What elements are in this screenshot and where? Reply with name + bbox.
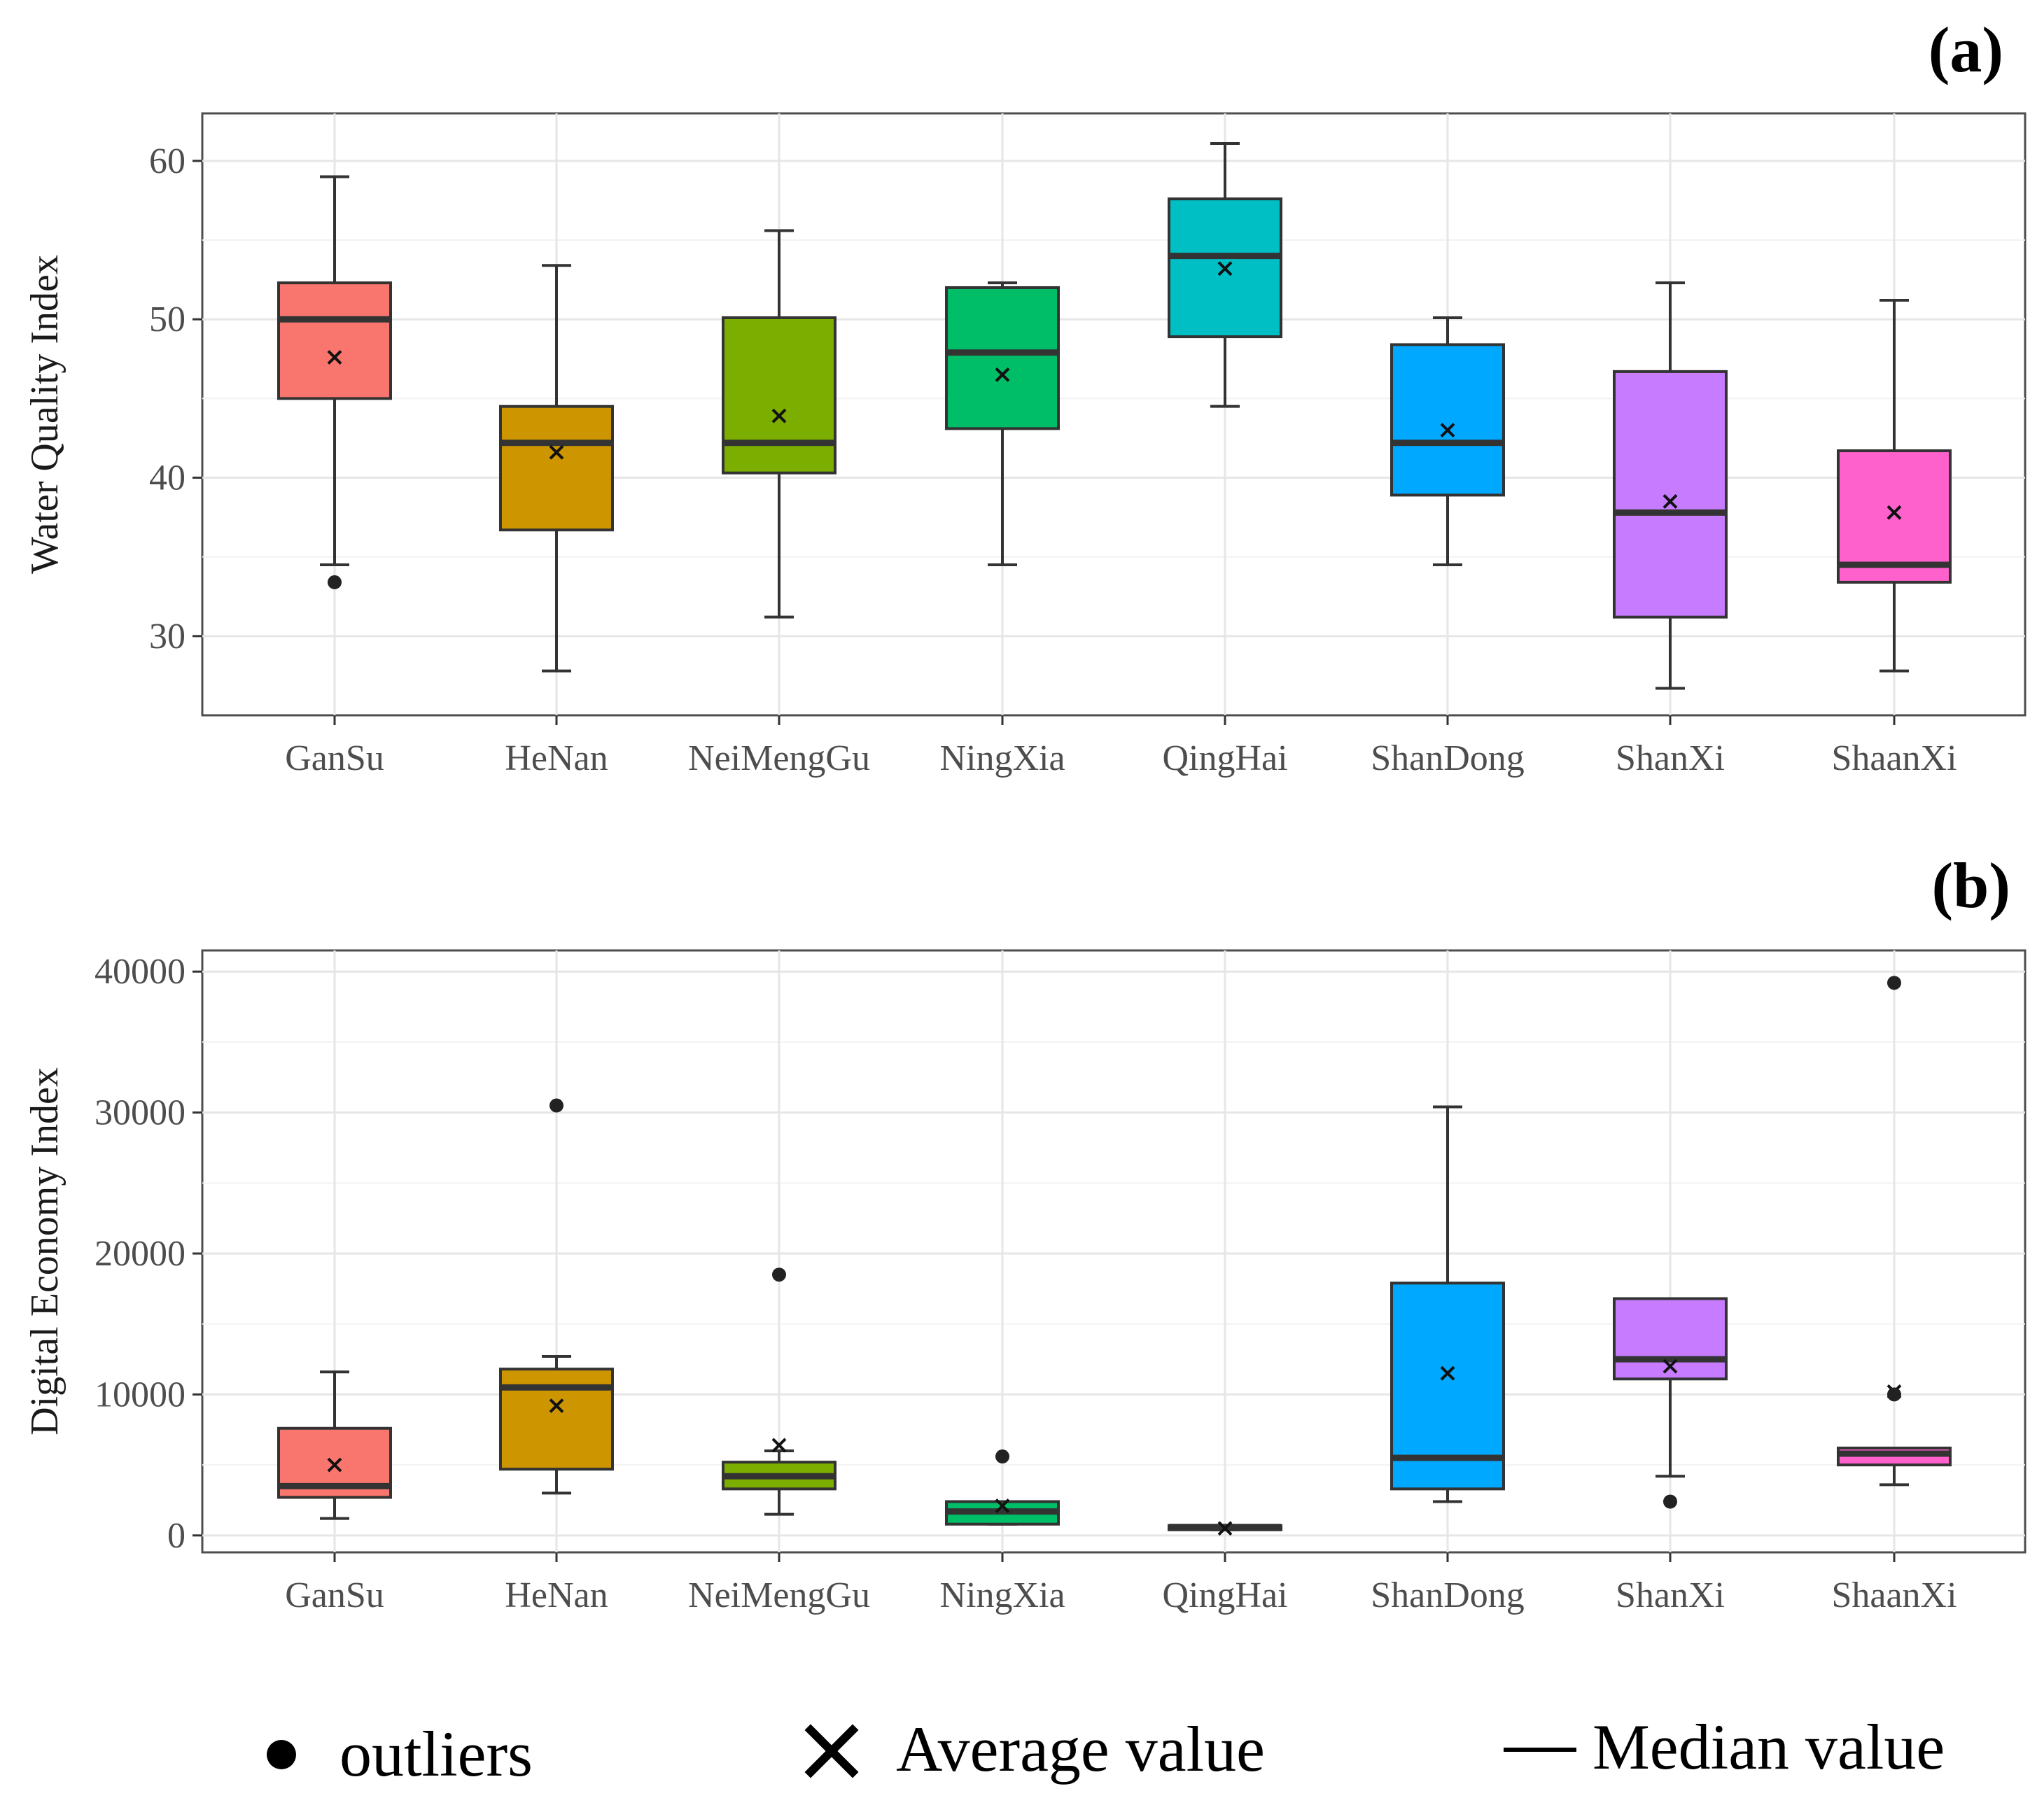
x-tick-label-shandong-a: ShanDong: [1371, 738, 1525, 778]
y-tick-label-a: 40: [149, 458, 186, 498]
mean-cross: [995, 1498, 1010, 1513]
y-tick-label-b: 40000: [94, 952, 186, 992]
panel-b-digital-economy: (b) 0 10000 20000 30000 40000 GanSu HeNan NeiMe…: [23, 850, 2026, 1615]
box-shaanxi-a: [1837, 299, 1952, 673]
x-tick-label-ningxia-a: NingXia: [939, 738, 1065, 778]
box-shanxi-a: [1613, 281, 1728, 690]
legend-outlier-dot-icon: [267, 1740, 296, 1769]
box-shandong-b: [1390, 1105, 1505, 1503]
legend-average-label: Average value: [896, 1713, 1265, 1785]
box-gansu-a: [277, 175, 392, 589]
x-tick-label-shandong-b: ShanDong: [1371, 1575, 1525, 1615]
y-tick-label-b: 0: [167, 1516, 186, 1556]
legend-item-outliers: outliers: [267, 1718, 533, 1790]
x-tick-label-ningxia-b: NingXia: [939, 1575, 1065, 1615]
y-axis-title-a: Water Quality Index: [23, 255, 66, 574]
box-iqr: [1390, 1281, 1505, 1491]
y-tick-label-a: 30: [149, 617, 186, 656]
x-tick-label-gansu-b: GanSu: [285, 1575, 384, 1615]
x-tick-label-neimenggu-b: NeiMengGu: [688, 1575, 870, 1615]
box-neimenggu-a: [722, 229, 836, 619]
box-neimenggu-b: [722, 1267, 836, 1516]
outlier-point: [772, 1267, 786, 1282]
legend-median-label: Median value: [1592, 1711, 1945, 1783]
x-tick-label-neimenggu-a: NeiMengGu: [688, 738, 870, 778]
legend-item-median: Median value: [1504, 1711, 1945, 1783]
mean-cross: [995, 367, 1010, 382]
plot-area-b: [201, 949, 2026, 1554]
box-henan-a: [499, 264, 614, 673]
x-tick-label-henan-a: HeNan: [505, 738, 608, 778]
mean-cross: [1886, 505, 1902, 520]
box-ningxia-b: [945, 1449, 1060, 1526]
box-henan-b: [499, 1098, 614, 1495]
legend-outliers-label: outliers: [340, 1718, 533, 1790]
box-iqr: [945, 286, 1060, 430]
x-tick-label-shaanxi-b: ShaanXi: [1831, 1575, 1956, 1615]
x-tick-label-shanxi-a: ShanXi: [1616, 738, 1725, 778]
mean-cross: [549, 444, 564, 460]
x-tick-label-qinghai-b: QingHai: [1162, 1575, 1287, 1615]
panel-label-a: (a): [1928, 14, 2003, 85]
box-iqr: [722, 316, 836, 475]
outlier-point: [1663, 1494, 1677, 1509]
outlier-point: [328, 575, 342, 589]
plot-content-b: 0 10000 20000 30000 40000 GanSu HeNan NeiMengGu…: [94, 950, 2025, 1615]
y-tick-label-b: 10000: [94, 1375, 186, 1414]
mean-cross: [1217, 261, 1233, 276]
x-tick-label-shaanxi-a: ShaanXi: [1831, 738, 1956, 778]
box-qinghai-b: [1168, 1521, 1282, 1536]
outlier-point: [1887, 1387, 1901, 1402]
box-iqr: [1613, 370, 1728, 619]
mean-cross: [1662, 1358, 1678, 1374]
box-gansu-b: [277, 1370, 392, 1520]
box-qinghai-a: [1168, 142, 1282, 408]
mean-cross: [327, 1457, 342, 1473]
outlier-point: [995, 1449, 1009, 1464]
box-iqr: [1390, 343, 1505, 497]
mean-cross: [771, 1438, 787, 1453]
box-iqr: [499, 1368, 614, 1471]
box-shaanxi-b: [1837, 976, 1952, 1487]
legend-average-cross-icon: [804, 1724, 859, 1778]
mean-cross: [1440, 423, 1455, 438]
plot-content-a: 30 40 50 60 GanSu HeNan NeiMengGu NingXia QingHa…: [149, 113, 2025, 778]
mean-cross: [771, 408, 787, 423]
box-ningxia-a: [945, 281, 1060, 566]
outlier-point: [1887, 976, 1901, 990]
mean-cross: [1662, 494, 1678, 509]
mean-cross: [1217, 1521, 1233, 1536]
legend-item-average: Average value: [804, 1713, 1265, 1785]
box-shandong-a: [1390, 316, 1505, 566]
x-tick-label-gansu-a: GanSu: [285, 738, 384, 778]
panel-label-b: (b): [1932, 850, 2010, 921]
outlier-point: [550, 1098, 564, 1113]
box-iqr: [499, 405, 614, 532]
x-tick-label-shanxi-b: ShanXi: [1616, 1575, 1725, 1615]
panel-a-water-quality: (a) 30 40 50 60 GanSu HeNan NeiMengGu NingXia Qi…: [23, 14, 2026, 778]
y-tick-label-b: 20000: [94, 1234, 186, 1274]
x-tick-label-henan-b: HeNan: [505, 1575, 608, 1615]
plot-area-a: [201, 112, 2026, 717]
box-shanxi-b: [1613, 1297, 1728, 1509]
legend: outliers Average value Median value: [267, 1711, 1945, 1790]
y-tick-label-b: 30000: [94, 1093, 186, 1133]
y-tick-label-a: 50: [149, 300, 186, 339]
mean-cross: [549, 1398, 564, 1413]
mean-cross: [327, 350, 342, 365]
y-tick-label-a: 60: [149, 141, 186, 181]
y-axis-title-b: Digital Economy Index: [23, 1067, 66, 1435]
x-tick-label-qinghai-a: QingHai: [1162, 738, 1287, 778]
mean-cross: [1440, 1365, 1455, 1381]
box-iqr: [1837, 449, 1952, 584]
box-iqr: [277, 281, 392, 400]
